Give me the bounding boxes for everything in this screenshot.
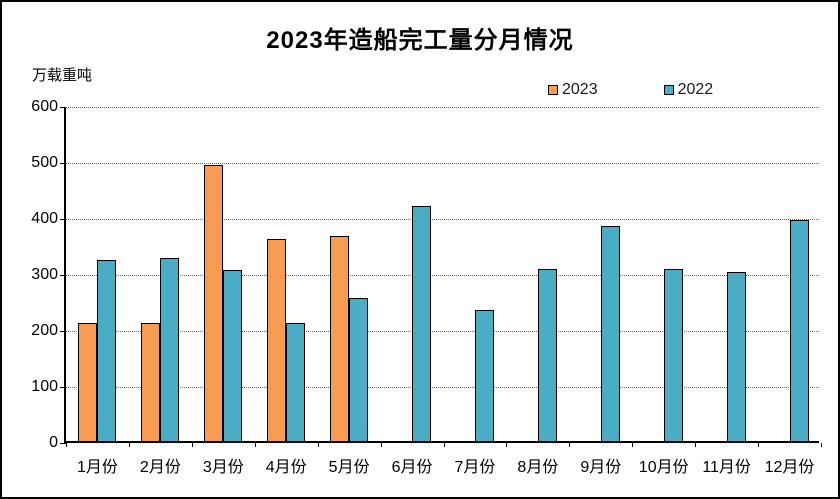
- bar-2022-6月份: [412, 205, 432, 441]
- chart-title: 2023年造船完工量分月情况: [266, 27, 574, 54]
- x-tick-label: 3月份: [202, 459, 244, 476]
- bar-2022-7月份: [474, 309, 494, 441]
- bar-2022-2月份: [160, 257, 180, 441]
- legend: 2023 2022: [548, 81, 713, 99]
- x-tick-label: 2月份: [139, 459, 181, 476]
- x-axis-tick: [191, 443, 193, 447]
- y-tick-label: 0: [49, 434, 58, 451]
- x-axis-tick: [821, 443, 822, 447]
- gridline-400: [66, 219, 819, 220]
- bar-2023-5月份: [330, 236, 350, 441]
- x-tick-label: 5月份: [328, 459, 370, 476]
- y-axis-unit-label: 万载重吨: [32, 67, 93, 84]
- x-tick-label: 12月份: [764, 459, 815, 476]
- bar-2022-5月份: [349, 298, 369, 441]
- x-axis-tick: [254, 443, 256, 447]
- x-tick-label: 8月份: [517, 459, 559, 476]
- legend-label-2023: 2023: [562, 81, 598, 98]
- bar-2022-11月份: [726, 271, 746, 441]
- y-tick-label: 400: [31, 210, 58, 227]
- x-tick-label: 10月份: [638, 459, 689, 476]
- plot-area: 0 100 200 300 400 500 600 1月份 2月份 3月份 4月份 5月份 6月份 7月份…: [31, 98, 822, 476]
- y-axis-tick: [60, 331, 66, 332]
- x-tick-label: 1月份: [77, 459, 118, 476]
- bar-2022-1月份: [97, 259, 117, 441]
- x-axis-tick: [66, 443, 67, 447]
- x-tick-label: 4月份: [265, 459, 307, 476]
- bar-2023-1月份: [78, 323, 98, 441]
- y-axis-tick: [60, 107, 66, 108]
- y-axis-tick: [60, 387, 66, 388]
- bar-2023-3月份: [204, 165, 224, 441]
- gridline-600: [66, 107, 819, 108]
- x-axis-tick: [443, 443, 445, 447]
- bar-2022-4月份: [286, 322, 306, 441]
- bar-2023-4月份: [267, 238, 287, 441]
- y-axis-tick: [60, 275, 66, 276]
- legend-swatch-2022-icon: [663, 85, 674, 95]
- bar-2022-12月份: [789, 220, 809, 441]
- bar-2023-2月份: [141, 323, 161, 441]
- y-axis-tick: [60, 163, 66, 164]
- x-tick-label: 11月份: [702, 459, 751, 476]
- x-tick-label: 7月份: [454, 459, 496, 476]
- legend-label-2022: 2022: [677, 81, 714, 98]
- bar-2022-3月份: [223, 269, 243, 441]
- x-axis-tick: [380, 443, 382, 447]
- gridline-100: [66, 387, 819, 388]
- gridline-300: [66, 275, 819, 276]
- y-tick-label: 500: [31, 154, 58, 171]
- legend-item-2023: 2023: [548, 81, 598, 99]
- x-axis-tick: [695, 443, 697, 447]
- x-axis-tick: [569, 443, 571, 447]
- y-tick-label: 300: [31, 266, 58, 283]
- x-axis-tick: [317, 443, 319, 447]
- x-axis-tick: [128, 443, 130, 447]
- legend-swatch-2023-icon: [548, 85, 558, 95]
- x-tick-label: 9月份: [580, 459, 622, 476]
- y-tick-label: 200: [31, 322, 58, 339]
- bar-2022-9月份: [600, 225, 620, 441]
- x-tick-label: 6月份: [391, 459, 433, 476]
- legend-item-2022: 2022: [663, 81, 714, 99]
- x-axis-tick: [758, 443, 760, 447]
- x-axis-tick: [506, 443, 508, 447]
- bar-2022-8月份: [537, 268, 557, 441]
- x-axis-tick: [632, 443, 634, 447]
- gridline-500: [66, 163, 819, 164]
- y-axis-tick: [60, 219, 66, 220]
- y-tick-label: 600: [31, 98, 58, 115]
- y-tick-label: 100: [31, 378, 58, 395]
- y-axis-tick: [60, 443, 66, 444]
- bar-2022-10月份: [663, 269, 683, 441]
- gridline-200: [66, 331, 819, 332]
